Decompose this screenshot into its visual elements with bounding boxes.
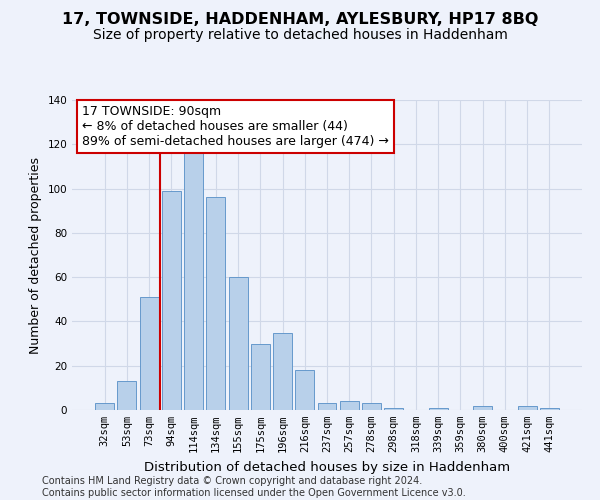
Text: Contains HM Land Registry data © Crown copyright and database right 2024.
Contai: Contains HM Land Registry data © Crown c… — [42, 476, 466, 498]
Bar — [540, 408, 559, 410]
Bar — [95, 404, 114, 410]
Bar — [140, 297, 158, 410]
Y-axis label: Number of detached properties: Number of detached properties — [29, 156, 42, 354]
Bar — [518, 406, 536, 410]
Bar — [206, 198, 225, 410]
Bar — [429, 408, 448, 410]
Text: 17 TOWNSIDE: 90sqm
← 8% of detached houses are smaller (44)
89% of semi-detached: 17 TOWNSIDE: 90sqm ← 8% of detached hous… — [82, 104, 389, 148]
X-axis label: Distribution of detached houses by size in Haddenham: Distribution of detached houses by size … — [144, 460, 510, 473]
Text: 17, TOWNSIDE, HADDENHAM, AYLESBURY, HP17 8BQ: 17, TOWNSIDE, HADDENHAM, AYLESBURY, HP17… — [62, 12, 538, 28]
Bar — [229, 277, 248, 410]
Text: Size of property relative to detached houses in Haddenham: Size of property relative to detached ho… — [92, 28, 508, 42]
Bar — [162, 191, 181, 410]
Bar — [118, 381, 136, 410]
Bar — [473, 406, 492, 410]
Bar — [251, 344, 270, 410]
Bar — [295, 370, 314, 410]
Bar — [384, 408, 403, 410]
Bar — [362, 404, 381, 410]
Bar — [317, 404, 337, 410]
Bar — [340, 401, 359, 410]
Bar — [184, 153, 203, 410]
Bar — [273, 332, 292, 410]
